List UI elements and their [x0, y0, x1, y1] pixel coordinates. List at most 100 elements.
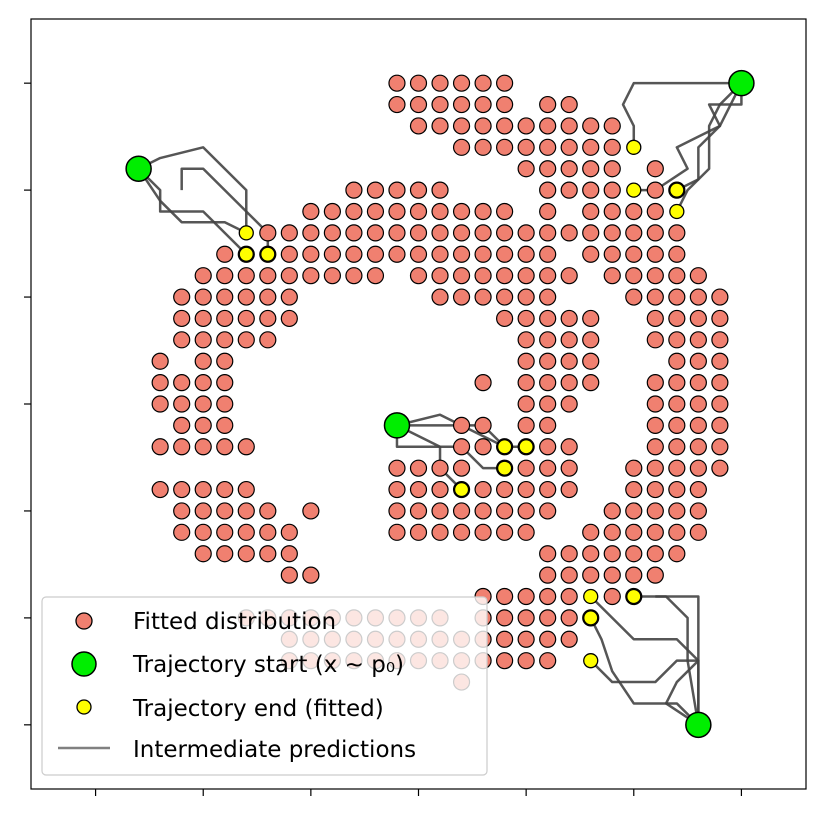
- fitted-point: [474, 95, 492, 114]
- fitted-point: [625, 480, 643, 499]
- fitted-point: [646, 416, 664, 434]
- fitted-point: [646, 459, 664, 477]
- fitted-point: [216, 288, 234, 306]
- fitted-point: [237, 480, 255, 499]
- trajectory-line: [675, 82, 743, 213]
- fitted-point: [668, 245, 686, 263]
- fitted-point: [625, 245, 643, 263]
- fitted-point: [517, 652, 535, 670]
- fitted-point: [194, 309, 212, 328]
- fitted-point: [711, 395, 729, 413]
- fitted-point: [539, 416, 557, 434]
- fitted-point: [603, 545, 621, 563]
- fitted-point: [517, 609, 535, 627]
- fitted-point: [151, 438, 169, 456]
- fitted-point: [302, 502, 320, 520]
- fitted-point: [173, 480, 191, 499]
- fitted-point: [539, 609, 557, 627]
- fitted-point: [452, 95, 471, 114]
- fitted-point: [216, 245, 234, 263]
- legend: Fitted distribution Trajectory start (x …: [41, 596, 488, 776]
- fitted-point: [496, 95, 514, 114]
- fitted-point: [452, 416, 471, 434]
- fitted-point: [280, 288, 298, 306]
- fitted-point: [366, 267, 385, 285]
- fitted-point: [216, 374, 234, 392]
- fitted-point: [388, 245, 406, 263]
- fitted-point: [388, 502, 406, 520]
- fitted-point: [646, 309, 664, 328]
- fitted-point: [409, 181, 428, 199]
- fitted-point: [517, 395, 535, 413]
- fitted-point: [216, 309, 234, 328]
- trajectory-end-point: [238, 225, 254, 241]
- fitted-point: [646, 502, 664, 520]
- fitted-point: [474, 74, 492, 92]
- legend-end-marker: [76, 699, 92, 715]
- fitted-point: [539, 502, 557, 520]
- fitted-point: [625, 566, 643, 584]
- fitted-point: [603, 523, 621, 541]
- fitted-point: [539, 224, 557, 242]
- fitted-point: [517, 288, 535, 306]
- fitted-point: [582, 523, 600, 541]
- fitted-point: [560, 181, 578, 199]
- fitted-point: [496, 138, 514, 156]
- fitted-point: [173, 502, 191, 520]
- fitted-point: [496, 202, 514, 221]
- fitted-point: [711, 331, 729, 349]
- fitted-point: [173, 288, 191, 306]
- fitted-point: [711, 288, 729, 306]
- fitted-point: [216, 545, 234, 563]
- fitted-point: [452, 438, 471, 456]
- fitted-point: [560, 609, 578, 627]
- fitted-point: [259, 545, 277, 563]
- fitted-point: [646, 288, 664, 306]
- legend-label-start: Trajectory start (x ~ p₀): [132, 652, 404, 678]
- fitted-point: [280, 545, 298, 563]
- fitted-point: [539, 202, 557, 221]
- trajectory-line: [633, 595, 700, 726]
- fitted-point: [646, 267, 664, 285]
- fitted-point: [668, 331, 686, 349]
- fitted-point: [216, 267, 234, 285]
- fitted-point: [517, 245, 535, 263]
- fitted-point: [560, 309, 578, 328]
- fitted-point: [539, 288, 557, 306]
- fitted-point: [539, 160, 557, 178]
- trajectory-start-point: [125, 155, 152, 182]
- fitted-point: [668, 438, 686, 456]
- trajectory-start-point: [383, 412, 411, 439]
- fitted-point: [345, 224, 363, 242]
- axis-ticks: [24, 82, 743, 796]
- fitted-point: [539, 374, 557, 392]
- fitted-point: [560, 459, 578, 477]
- fitted-point: [409, 267, 428, 285]
- fitted-point: [388, 523, 406, 541]
- fitted-point: [173, 331, 191, 349]
- fitted-point: [560, 545, 578, 563]
- fitted-point: [216, 395, 234, 413]
- fitted-point: [431, 288, 449, 306]
- fitted-point: [474, 523, 492, 541]
- fitted-point: [194, 480, 212, 499]
- fitted-point: [259, 288, 277, 306]
- fitted-point: [517, 480, 535, 499]
- fitted-point: [603, 181, 621, 199]
- fitted-point: [431, 502, 449, 520]
- fitted-point: [173, 395, 191, 413]
- fitted-point: [388, 74, 406, 92]
- fitted-point: [539, 181, 557, 199]
- fitted-point: [625, 202, 643, 221]
- fitted-point: [646, 331, 664, 349]
- fitted-point: [539, 545, 557, 563]
- fitted-point: [582, 331, 600, 349]
- fitted-point: [173, 523, 191, 541]
- fitted-point: [496, 587, 514, 606]
- fitted-point: [625, 523, 643, 541]
- fitted-point: [496, 267, 514, 285]
- fitted-point: [646, 566, 664, 584]
- fitted-point: [388, 459, 406, 477]
- fitted-point: [259, 224, 277, 242]
- fitted-point: [603, 160, 621, 178]
